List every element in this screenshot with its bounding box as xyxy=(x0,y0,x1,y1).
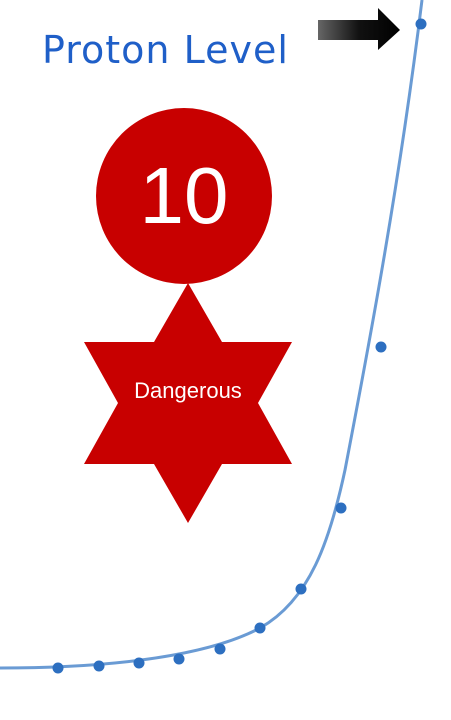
curve-point xyxy=(375,341,387,353)
level-value: 10 xyxy=(139,151,229,240)
arrow-right-icon xyxy=(318,8,400,50)
curve-point xyxy=(335,502,347,514)
six-point-star-icon xyxy=(84,283,292,523)
curve-point xyxy=(254,622,266,634)
curve-point xyxy=(415,18,427,30)
curve-points xyxy=(52,18,427,674)
curve-point xyxy=(173,653,185,665)
curve-point xyxy=(214,643,226,655)
curve-point xyxy=(295,583,307,595)
curve-point xyxy=(93,660,105,672)
growth-curve xyxy=(0,0,424,670)
curve-point xyxy=(52,662,64,674)
status-label: Dangerous xyxy=(134,378,242,403)
page-title: Proton Level xyxy=(42,28,289,72)
curve-point xyxy=(133,657,145,669)
level-badge xyxy=(96,108,272,284)
